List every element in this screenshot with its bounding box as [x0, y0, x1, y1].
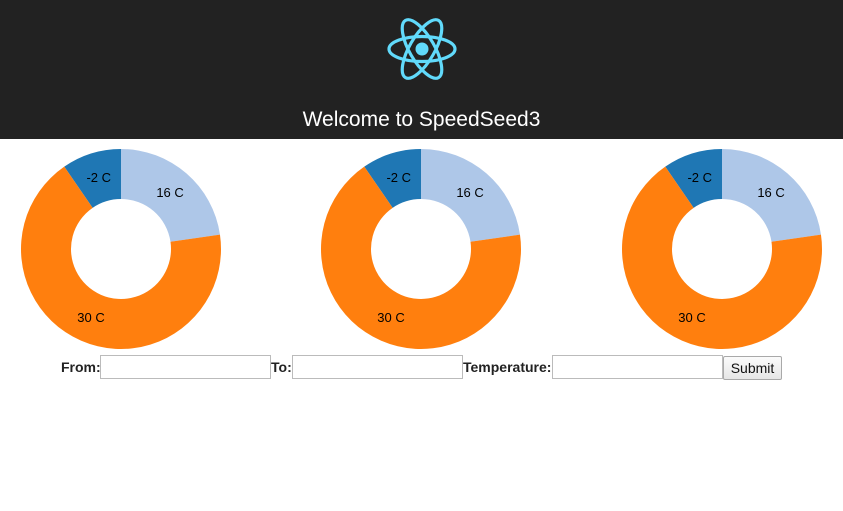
charts-row: -2 C 16 C 30 C -2 C 16 C 30 C -2 C 16 C 30 C — [0, 139, 843, 353]
temperature-form: From: To: Temperature: Submit — [0, 354, 843, 380]
donut-slice — [364, 149, 421, 208]
donut-chart-3: -2 C 16 C 30 C — [621, 148, 823, 350]
slice-label: 30 C — [77, 310, 104, 325]
slice-label: -2 C — [86, 170, 111, 185]
from-input[interactable] — [100, 355, 271, 379]
slice-label: 30 C — [377, 310, 404, 325]
donut-svg: -2 C 16 C 30 C — [622, 149, 822, 349]
react-atom-icon — [387, 18, 457, 80]
donut-svg: -2 C 16 C 30 C — [21, 149, 222, 349]
donut-chart-2: -2 C 16 C 30 C — [320, 148, 522, 350]
donut-slice — [121, 149, 220, 242]
donut-slice — [622, 166, 822, 349]
slice-label: 16 C — [456, 185, 483, 200]
temperature-label: Temperature: — [463, 359, 552, 375]
to-input[interactable] — [292, 355, 463, 379]
page-title: Welcome to SpeedSeed3 — [302, 108, 541, 131]
submit-button[interactable]: Submit — [723, 356, 782, 380]
slice-label: 16 C — [156, 185, 183, 200]
donut-slice — [21, 166, 222, 349]
slice-label: 30 C — [678, 310, 705, 325]
donut-slice — [321, 166, 521, 349]
temperature-input[interactable] — [552, 355, 723, 379]
donut-slice — [421, 149, 520, 242]
to-label: To: — [271, 359, 292, 375]
slice-label: -2 C — [386, 170, 411, 185]
from-label: From: — [61, 359, 101, 375]
donut-svg: -2 C 16 C 30 C — [321, 149, 521, 349]
donut-slice — [722, 149, 821, 242]
slice-label: -2 C — [687, 170, 712, 185]
donut-chart-1: -2 C 16 C 30 C — [20, 148, 222, 350]
slice-label: 16 C — [757, 185, 784, 200]
app-header: Welcome to SpeedSeed3 — [0, 0, 843, 139]
donut-slice — [665, 149, 722, 208]
donut-slice — [64, 149, 121, 208]
